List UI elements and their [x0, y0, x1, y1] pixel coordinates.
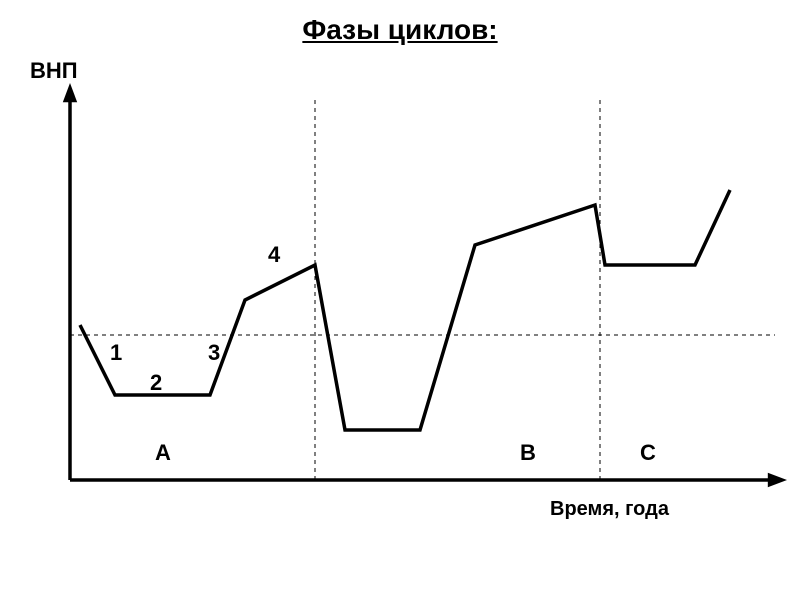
- cycle-polyline: [80, 190, 730, 430]
- x-axis-arrow: [768, 473, 787, 487]
- chart-canvas: [0, 0, 800, 600]
- y-axis-arrow: [63, 83, 77, 102]
